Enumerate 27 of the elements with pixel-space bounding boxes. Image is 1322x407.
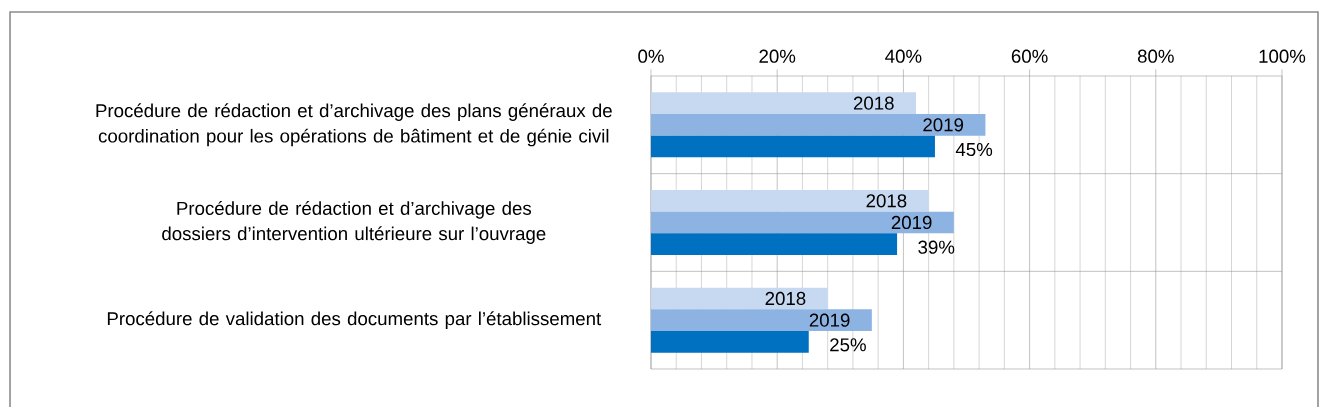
series-label: 2018 <box>853 96 894 110</box>
series-label: 2019 <box>891 215 932 230</box>
bar <box>651 189 929 212</box>
x-tick-label: 20% <box>759 49 796 63</box>
bar <box>651 211 954 234</box>
x-tick-label: 0% <box>638 49 664 63</box>
bar <box>651 287 828 310</box>
x-tick-label: 100% <box>1259 49 1306 63</box>
data-label: 39% <box>918 240 955 254</box>
x-tick-label: 60% <box>1011 49 1048 63</box>
bar <box>651 92 917 114</box>
data-label: 45% <box>955 142 993 157</box>
x-tick-label: 80% <box>1137 49 1174 63</box>
text: 2018 <box>866 194 907 208</box>
y-tick-label: Procédure de rédaction et d’archivage des dossiers d’intervention ultérieure sur l’ouvrage <box>162 201 546 244</box>
bar <box>651 113 986 136</box>
text: 2019 <box>809 313 850 327</box>
x-tick-label: 40% <box>885 49 922 63</box>
text: 2018 <box>765 291 806 306</box>
bar <box>651 309 872 331</box>
bar <box>651 233 898 256</box>
bar <box>651 331 809 353</box>
data-label: 25% <box>830 338 866 352</box>
y-tick-label: Procédure de rédaction et d’archivage des plans généraux de coordination pour les opérations de bâtiment et de génie civil <box>96 103 612 147</box>
text: 2019 <box>923 118 964 132</box>
y-tick-label: Procédure de validation des documents par l’établissement <box>107 311 602 329</box>
bar <box>651 135 935 158</box>
